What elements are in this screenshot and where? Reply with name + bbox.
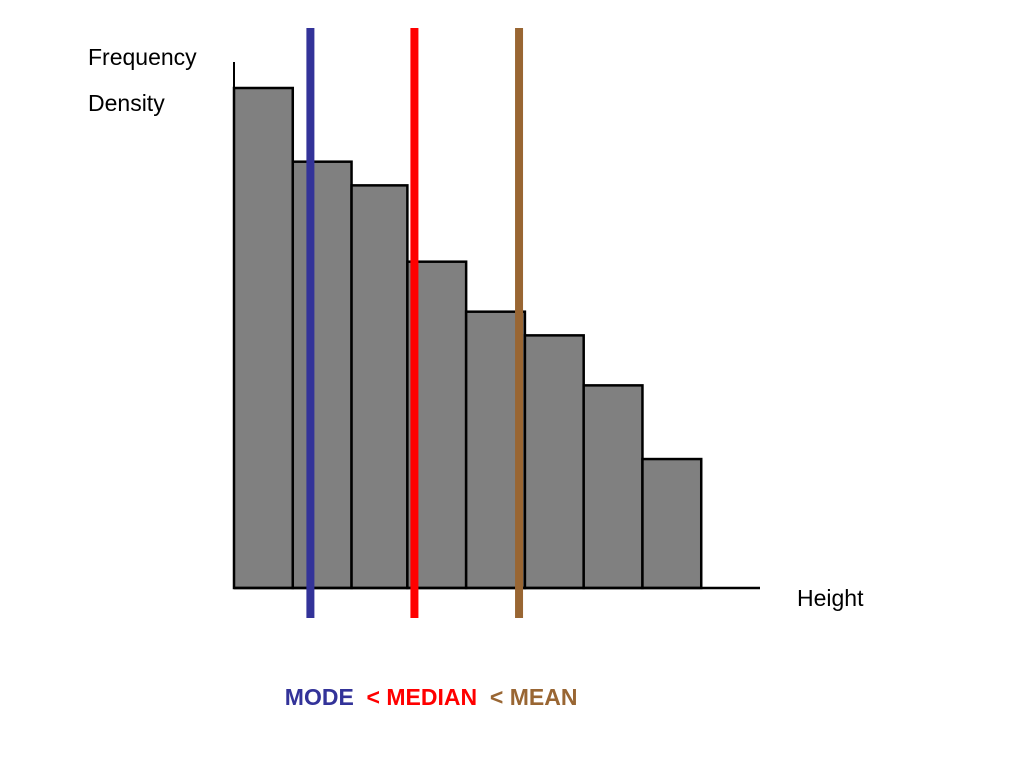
- histogram-bar-2: [291, 160, 353, 590]
- caption-mean: < MEAN: [477, 684, 578, 710]
- caption-median: < MEDIAN: [353, 684, 478, 710]
- caption: MODE < MEDIAN < MEAN: [272, 657, 578, 711]
- histogram-bar-7: [582, 384, 644, 590]
- caption-mode: MODE: [284, 684, 354, 710]
- y-axis-label-line-2: Density: [88, 90, 165, 116]
- histogram-bar-6: [523, 334, 585, 590]
- histogram-bar-8: [641, 457, 703, 590]
- x-axis-label: Height: [797, 585, 864, 611]
- y-axis-label-line-1: Frequency: [88, 44, 197, 70]
- histogram-bar-1: [232, 86, 295, 590]
- histogram-bar-3: [350, 184, 409, 590]
